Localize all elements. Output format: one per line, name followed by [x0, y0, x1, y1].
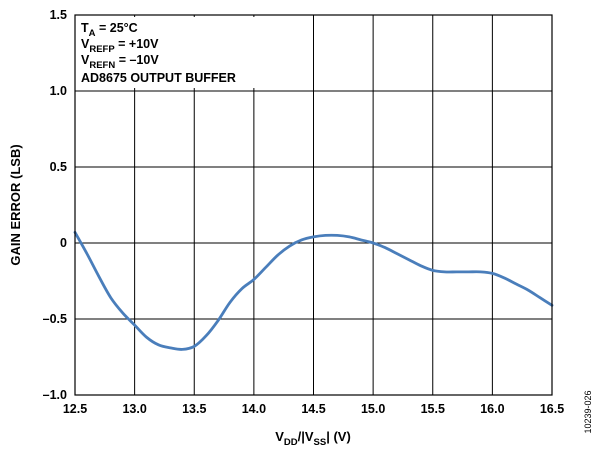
x-tick-label: 14.0	[242, 402, 266, 416]
annotation-vrefp: VREFP = +10V	[81, 37, 159, 55]
x-tick-label: 12.5	[63, 402, 87, 416]
annotation-vrefn: VREFN = –10V	[81, 53, 159, 71]
y-tick-label: 1.0	[50, 84, 67, 98]
annotation-temperature: TA = 25°C	[81, 21, 138, 39]
x-tick-label: 15.0	[361, 402, 385, 416]
y-tick-label: 0.5	[50, 160, 67, 174]
y-tick-label: 1.5	[50, 8, 67, 22]
x-tick-label: 13.5	[182, 402, 206, 416]
figure-number: 10239-026	[583, 390, 593, 433]
y-tick-label: –0.5	[43, 312, 67, 326]
x-tick-label: 14.5	[301, 402, 325, 416]
y-axis-label: GAIN ERROR (LSB)	[8, 144, 23, 265]
annotation-background	[78, 17, 274, 88]
x-tick-label: 13.0	[122, 402, 146, 416]
tick-labels: 12.5 13.0 13.5 14.0 14.5 15.0 15.5 16.0 16.5 –1.0…	[43, 8, 565, 416]
x-axis-label: VDD/|VSS| (V)	[275, 429, 351, 448]
y-tick-label: 0	[60, 236, 67, 250]
y-tick-label: –1.0	[43, 388, 67, 402]
x-tick-label: 16.5	[540, 402, 564, 416]
plot-frame	[74, 14, 553, 396]
gain-error-line	[73, 230, 554, 351]
grid	[74, 14, 553, 396]
series-group	[73, 230, 554, 351]
x-tick-label: 16.0	[480, 402, 504, 416]
annotation-buffer: AD8675 OUTPUT BUFFER	[81, 71, 236, 85]
annotation-box: TA = 25°C VREFP = +10V VREFN = –10V AD86…	[78, 17, 274, 88]
x-tick-label: 15.5	[421, 402, 445, 416]
